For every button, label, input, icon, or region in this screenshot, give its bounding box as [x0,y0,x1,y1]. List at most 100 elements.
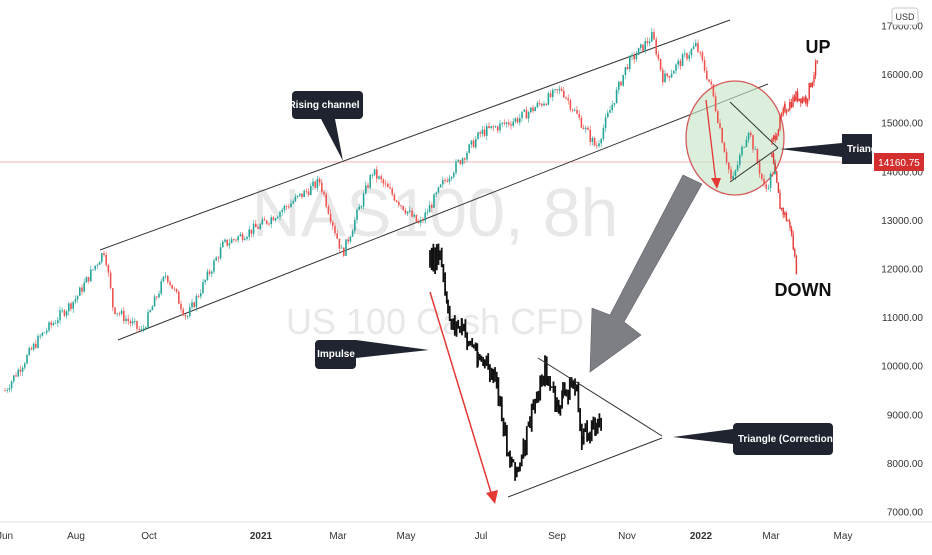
callout-triangle-correction-label: Triangle (Correction) [738,434,836,445]
inset-candle [561,390,563,409]
candle-body [8,388,11,390]
projection-body [798,98,800,101]
inset-candle [589,431,591,444]
candle-body [316,178,319,188]
candle-body [120,310,123,314]
candle-body [646,41,649,44]
inset-candle [527,421,530,427]
candle-body [109,272,112,289]
candle-body [193,302,195,308]
inset-candle [506,424,508,457]
candle-body [640,44,642,48]
candle-body [512,121,514,126]
candle-body [252,223,255,234]
candle-body [180,303,182,310]
price-tick-label: 11000.00 [882,313,923,324]
inset-correction-series [429,243,602,481]
projection-body [795,256,798,275]
inset-candle [534,398,536,414]
callout-triangle-correction[interactable]: Triangle (Correction) [673,423,836,455]
candle-body [741,146,743,156]
projection-body [787,109,789,112]
candle-body [525,109,528,119]
candle-body [32,343,35,350]
inset-candle [568,377,571,400]
inset-candle [435,244,438,271]
candle-body [644,41,646,51]
candle-body [237,236,239,241]
candle-body [371,174,374,176]
inset-candle [512,459,515,463]
candle-body [758,162,761,174]
candle-body [173,288,176,290]
candle-body [750,132,752,136]
candle-body [191,302,193,308]
candle-body [189,307,191,316]
inset-candle [592,416,595,430]
callout-triangle-main[interactable]: Triangle [780,134,886,164]
candle-body [175,288,178,292]
inset-candle [507,452,510,457]
candle-body [717,111,719,124]
projection-body [805,97,807,104]
candle-body [472,140,475,148]
candle-body [217,257,220,259]
inset-candle [444,272,446,296]
callout-rising-channel[interactable]: Rising channel [288,91,363,161]
candle-body [486,126,488,136]
candle-body [569,100,572,110]
projection-up-series [771,59,818,146]
candle-body [567,98,569,101]
candle-body [10,381,13,389]
price-axis[interactable]: 17000.00 16000.00 15000.00 14000.00 13000.00… [881,22,923,519]
projection-down-series [771,150,798,275]
candle-body [725,152,728,163]
inset-candle [464,319,467,338]
candle-body [195,295,198,308]
candle-body [730,169,732,180]
candle-body [114,307,116,314]
candle-body [442,180,444,185]
candle-body [184,315,187,317]
candle-body [94,265,96,270]
candle-body [708,79,710,82]
projection-body [789,102,791,110]
candle-body [721,128,723,143]
inset-candle [487,353,490,370]
candle-body [52,323,55,325]
inset-candle [471,337,474,348]
projection-body [792,234,794,250]
projection-body [772,153,775,164]
callout-impulse[interactable]: Impulse [315,340,429,369]
candle-body [123,310,125,321]
time-axis[interactable]: Jun Aug Oct 2021 Mar May Jul Sep Nov 2022 Mar May [0,531,852,542]
candle-body [455,161,457,173]
inset-candle [499,395,501,407]
projection-body [796,91,799,101]
watermark-symbol: NAS100, 8h [252,175,619,251]
candle-body [65,311,68,316]
inset-candle [556,397,558,407]
currency-badge[interactable]: USD [891,7,919,26]
candle-body [156,296,158,298]
inset-candle [590,420,593,442]
candle-body [763,178,765,185]
channel-upper-line[interactable] [99,19,731,251]
candle-body [136,321,138,329]
candle-body [131,321,134,324]
candle-body [527,112,530,119]
candle-body [497,126,499,131]
channel-lower-line[interactable] [117,83,769,341]
candle-body [235,239,237,241]
candle-body [591,137,594,142]
candle-body [6,389,8,391]
inset-candle [517,466,520,473]
candle-body [439,184,442,188]
inset-candle [530,403,533,432]
projection-body [782,108,784,115]
candle-body [466,152,468,160]
candle-body [490,126,492,128]
candle-body [714,96,717,112]
